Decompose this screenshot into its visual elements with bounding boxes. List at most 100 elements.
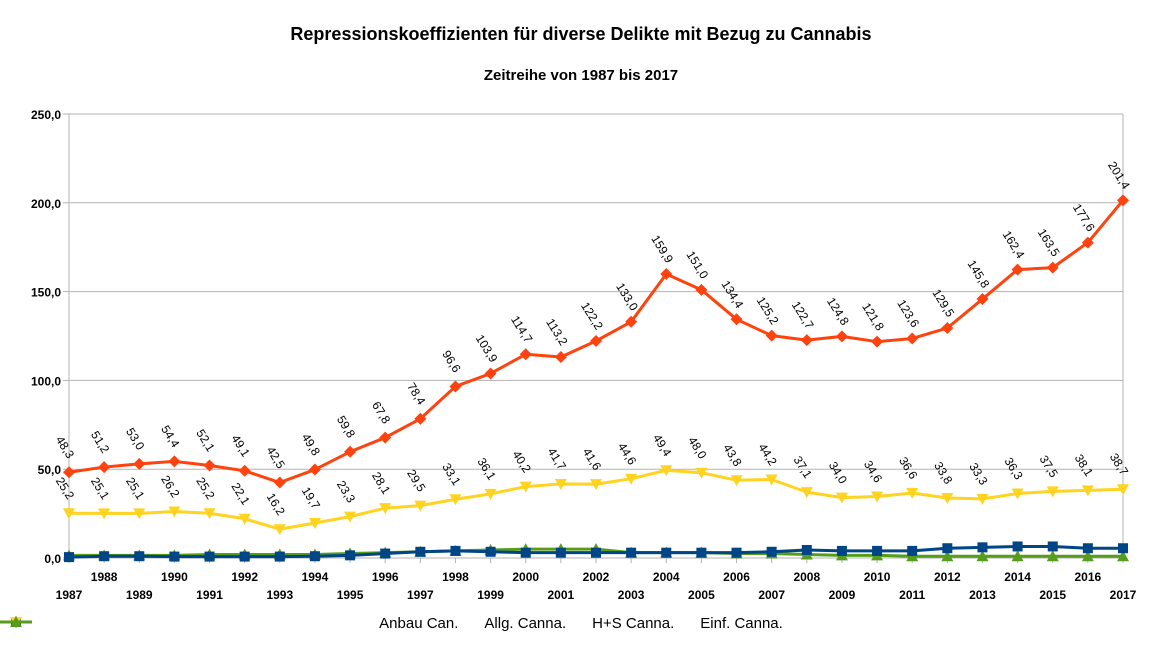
y-tick-label: 250,0 [31, 108, 61, 122]
data-label-h-s-canna: 33,1 [439, 461, 463, 489]
data-point-h-s-canna [133, 508, 146, 520]
data-label-h-s-canna: 23,3 [334, 478, 358, 506]
data-label-h-s-canna: 37,5 [1037, 453, 1061, 481]
data-point-h-s-canna [1117, 484, 1129, 496]
data-label-allg-canna: 162,4 [1000, 228, 1028, 261]
data-point-anbau-can [134, 551, 145, 562]
legend-item: Allg. Canna. [0, 615, 566, 632]
data-point-anbau-can [99, 551, 110, 562]
x-tick-label: 2015 [1039, 588, 1066, 602]
data-point-anbau-can [942, 543, 953, 554]
data-point-allg-canna [203, 459, 216, 472]
data-label-h-s-canna: 44,2 [756, 441, 780, 469]
legend: Anbau Can. Allg. Canna. H+S Canna. Einf. Ca… [0, 615, 1162, 632]
data-point-allg-canna [976, 293, 989, 306]
data-point-allg-canna [63, 466, 75, 479]
data-point-h-s-canna [379, 503, 392, 515]
legend-item: H+S Canna. [0, 615, 675, 632]
legend-item: Anbau Can. [0, 615, 459, 632]
data-point-h-s-canna [906, 487, 919, 499]
data-point-anbau-can [696, 547, 707, 558]
y-tick-label: 100,0 [31, 374, 61, 388]
data-label-allg-canna: 122,7 [789, 299, 817, 332]
data-point-allg-canna [414, 412, 427, 425]
data-label-allg-canna: 123,6 [894, 297, 922, 330]
data-point-anbau-can [64, 552, 74, 563]
data-point-h-s-canna [695, 467, 708, 479]
chart-title: Repressionskoeffizienten für diverse Del… [290, 24, 872, 44]
data-label-allg-canna: 96,6 [439, 348, 463, 376]
data-point-h-s-canna [871, 491, 884, 503]
data-label-allg-canna: 122,2 [578, 300, 606, 333]
y-tick-label: 150,0 [31, 286, 61, 300]
x-tick-label: 2017 [1110, 588, 1137, 602]
data-point-allg-canna [1081, 236, 1094, 249]
data-label-h-s-canna: 36,3 [1001, 455, 1025, 483]
data-point-h-s-canna [308, 518, 321, 530]
data-label-allg-canna: 177,6 [1070, 201, 1098, 234]
data-point-allg-canna [800, 334, 813, 347]
data-point-allg-canna [168, 455, 181, 468]
data-label-allg-canna: 42,5 [264, 444, 288, 472]
x-tick-label: 2005 [688, 588, 715, 602]
data-label-h-s-canna: 48,0 [685, 434, 709, 462]
x-tick-label: 2016 [1075, 570, 1102, 584]
data-point-einf-canna [976, 550, 989, 562]
data-label-allg-canna: 48,3 [53, 434, 77, 462]
data-point-anbau-can [1047, 541, 1058, 552]
data-point-h-s-canna [660, 465, 673, 477]
data-point-h-s-canna [273, 524, 286, 536]
data-label-allg-canna: 159,9 [648, 233, 676, 266]
data-point-anbau-can [626, 547, 637, 558]
data-point-h-s-canna [835, 492, 848, 504]
data-point-anbau-can [309, 551, 320, 562]
data-point-allg-canna [1011, 263, 1024, 276]
data-point-anbau-can [836, 545, 847, 556]
x-tick-label: 2009 [829, 588, 856, 602]
data-point-anbau-can [731, 547, 742, 558]
data-label-allg-canna: 114,7 [508, 313, 535, 345]
data-label-allg-canna: 103,9 [473, 332, 501, 365]
data-label-h-s-canna: 36,6 [896, 454, 920, 482]
legend-label: H+S Canna. [592, 615, 675, 632]
x-tick-label: 2004 [653, 570, 680, 584]
data-point-anbau-can [345, 550, 356, 561]
x-tick-label: 1998 [442, 570, 469, 584]
data-point-anbau-can [450, 545, 461, 556]
x-tick-label: 1988 [91, 570, 118, 584]
x-tick-label: 2007 [758, 588, 785, 602]
data-point-einf-canna [1117, 550, 1129, 562]
data-point-anbau-can [977, 542, 988, 553]
data-label-allg-canna: 51,2 [88, 428, 112, 456]
x-tick-label: 2014 [1004, 570, 1031, 584]
data-point-allg-canna [238, 464, 251, 477]
data-point-anbau-can [872, 545, 883, 556]
x-tick-label: 2003 [618, 588, 645, 602]
data-label-h-s-canna: 34,6 [861, 458, 885, 486]
data-point-h-s-canna [554, 478, 567, 490]
data-point-anbau-can [380, 548, 391, 559]
data-point-anbau-can [907, 545, 918, 556]
x-tick-label: 2001 [548, 588, 575, 602]
x-tick-label: 1999 [477, 588, 504, 602]
data-point-h-s-canna [519, 481, 532, 493]
data-point-anbau-can [485, 546, 496, 557]
x-tick-label: 2013 [969, 588, 996, 602]
data-point-h-s-canna [63, 508, 75, 520]
data-point-allg-canna [695, 283, 708, 296]
legend-label: Anbau Can. [379, 615, 459, 632]
data-label-allg-canna: 145,8 [965, 258, 993, 291]
x-tick-label: 1997 [407, 588, 434, 602]
data-point-allg-canna [379, 431, 392, 444]
data-point-allg-canna [590, 334, 602, 347]
x-tick-label: 2012 [934, 570, 961, 584]
x-tick-label: 1990 [161, 570, 188, 584]
data-point-allg-canna [765, 329, 778, 342]
data-point-allg-canna [98, 461, 111, 474]
data-point-einf-canna [941, 550, 954, 562]
data-label-h-s-canna: 25,1 [88, 475, 112, 503]
data-point-h-s-canna [98, 508, 111, 520]
data-point-allg-canna [273, 476, 286, 489]
data-point-anbau-can [1082, 543, 1093, 554]
